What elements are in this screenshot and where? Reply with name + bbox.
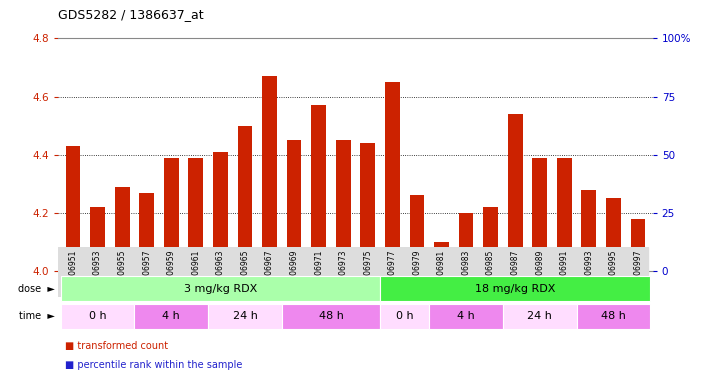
Text: GSM306985: GSM306985 (486, 250, 495, 296)
Bar (60, 304, 134, 329)
Bar (385, 257, 400, 261)
Text: time  ►: time ► (19, 311, 55, 321)
Bar (262, 257, 277, 261)
Bar (410, 195, 424, 271)
Bar (557, 257, 572, 261)
Text: GSM306973: GSM306973 (338, 250, 348, 296)
Bar (114, 257, 129, 261)
Text: ■ percentile rank within the sample: ■ percentile rank within the sample (65, 360, 242, 370)
Text: GSM306961: GSM306961 (191, 250, 201, 296)
Text: 3 mg/kg RDX: 3 mg/kg RDX (183, 284, 257, 294)
Text: GDS5282 / 1386637_at: GDS5282 / 1386637_at (58, 8, 204, 21)
Bar (577, 304, 651, 329)
Bar (582, 257, 597, 261)
Bar (311, 257, 326, 261)
Bar (434, 242, 449, 271)
Bar (213, 152, 228, 271)
Bar (508, 257, 523, 261)
Bar (237, 257, 252, 261)
Bar (533, 257, 547, 261)
Bar (380, 276, 651, 301)
Bar (429, 304, 503, 329)
Bar (385, 82, 400, 271)
Text: GSM306979: GSM306979 (412, 250, 422, 296)
Bar (262, 76, 277, 271)
Text: 0 h: 0 h (396, 311, 413, 321)
Text: GSM306975: GSM306975 (363, 250, 373, 296)
Text: GSM306977: GSM306977 (387, 250, 397, 296)
Bar (90, 257, 105, 261)
Text: 48 h: 48 h (601, 311, 626, 321)
Text: GSM306997: GSM306997 (634, 250, 643, 296)
Text: 48 h: 48 h (319, 311, 343, 321)
Bar (380, 304, 429, 329)
Bar (336, 140, 351, 271)
Text: 24 h: 24 h (232, 311, 257, 321)
Bar (164, 158, 178, 271)
Bar (134, 304, 208, 329)
Bar (557, 158, 572, 271)
Bar (282, 304, 380, 329)
Text: GSM306993: GSM306993 (584, 250, 594, 296)
Text: GSM306965: GSM306965 (240, 250, 250, 296)
Bar (434, 257, 449, 261)
Text: GSM306969: GSM306969 (289, 250, 299, 296)
Text: GSM306959: GSM306959 (167, 250, 176, 296)
Bar (459, 257, 474, 261)
Text: GSM306983: GSM306983 (461, 250, 471, 296)
Bar (410, 257, 424, 261)
Bar (287, 140, 301, 271)
Text: GSM306981: GSM306981 (437, 250, 446, 296)
Text: GSM306955: GSM306955 (117, 250, 127, 296)
Bar (188, 158, 203, 271)
Bar (164, 257, 178, 261)
Bar (606, 257, 621, 261)
Text: GSM306995: GSM306995 (609, 250, 618, 296)
Text: 24 h: 24 h (528, 311, 552, 321)
Text: GSM306957: GSM306957 (142, 250, 151, 296)
Text: GSM306991: GSM306991 (560, 250, 569, 296)
Text: GSM306951: GSM306951 (68, 250, 77, 296)
Text: 18 mg/kg RDX: 18 mg/kg RDX (475, 284, 555, 294)
Bar (287, 257, 301, 261)
Bar (483, 207, 498, 271)
Bar (631, 219, 646, 271)
Bar (631, 257, 646, 261)
Bar (503, 304, 577, 329)
Bar (208, 304, 282, 329)
Text: GSM306971: GSM306971 (314, 250, 324, 296)
Text: 4 h: 4 h (457, 311, 475, 321)
Text: GSM306953: GSM306953 (93, 250, 102, 296)
Text: GSM306967: GSM306967 (265, 250, 274, 296)
Bar (237, 126, 252, 271)
Bar (533, 158, 547, 271)
Bar (360, 143, 375, 271)
Bar (606, 199, 621, 271)
Bar (336, 257, 351, 261)
Text: GSM306963: GSM306963 (216, 250, 225, 296)
Text: 0 h: 0 h (89, 311, 107, 321)
Bar (213, 257, 228, 261)
Bar (60, 276, 380, 301)
Bar (188, 257, 203, 261)
Bar (508, 114, 523, 271)
Text: GSM306989: GSM306989 (535, 250, 544, 296)
Bar (90, 207, 105, 271)
Bar (582, 190, 597, 271)
Bar (114, 187, 129, 271)
Bar (65, 146, 80, 271)
Bar (311, 105, 326, 271)
Text: 4 h: 4 h (162, 311, 180, 321)
Text: ■ transformed count: ■ transformed count (65, 341, 169, 351)
Bar (139, 192, 154, 271)
Bar (483, 257, 498, 261)
Bar (65, 257, 80, 261)
Bar (360, 257, 375, 261)
Text: GSM306987: GSM306987 (510, 250, 520, 296)
Bar (139, 257, 154, 261)
Text: dose  ►: dose ► (18, 284, 55, 294)
Bar (459, 213, 474, 271)
